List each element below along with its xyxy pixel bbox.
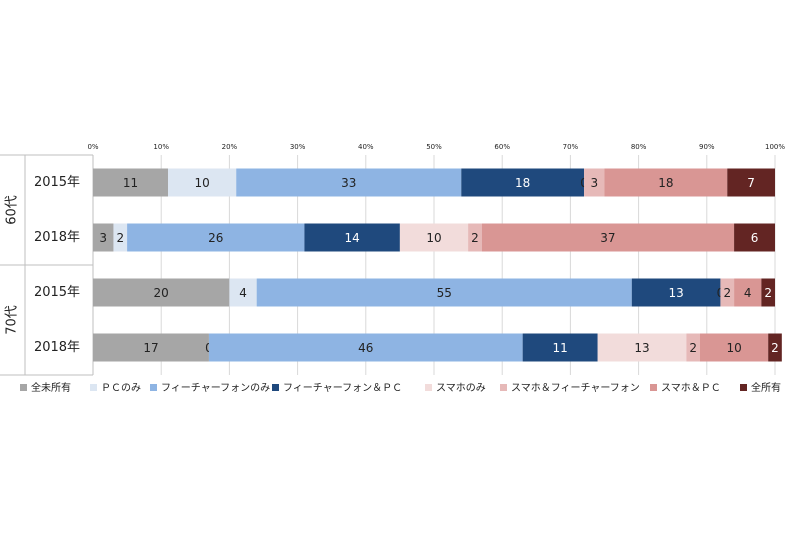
value-label: 11 — [123, 176, 138, 190]
value-label: 6 — [751, 231, 759, 245]
bar-segment — [127, 223, 305, 252]
bar-segment — [597, 333, 687, 362]
bar-segment — [93, 278, 230, 307]
value-label: 2 — [471, 231, 479, 245]
bar-segment — [734, 223, 775, 252]
bar-segment — [686, 333, 700, 362]
bar-segment — [720, 278, 735, 307]
value-label: 10 — [194, 176, 209, 190]
legend-label: スマホ＆ＰＣ — [661, 382, 721, 394]
legend-swatch — [20, 384, 27, 391]
x-tick-label: 100% — [765, 143, 785, 151]
bar-segment — [604, 168, 728, 197]
legend-swatch — [425, 384, 432, 391]
bar-segment — [93, 223, 114, 252]
bar-segment — [481, 223, 735, 252]
value-label: 10 — [426, 231, 441, 245]
legend-swatch — [90, 384, 97, 391]
legend-label: ＰＣのみ — [101, 383, 141, 394]
legend-label: 全所有 — [751, 381, 781, 394]
bar-segment — [93, 333, 209, 362]
bar-segment — [93, 168, 169, 197]
value-label: 11 — [553, 341, 568, 355]
bar-segment — [584, 168, 605, 197]
bar-segment — [168, 168, 237, 197]
bar-segment — [399, 223, 469, 252]
value-label: 17 — [143, 341, 158, 355]
value-label: 13 — [668, 286, 683, 300]
bar-segment — [113, 223, 128, 252]
value-label: 2 — [689, 341, 697, 355]
bar-segment — [734, 278, 762, 307]
x-tick-label: 20% — [222, 143, 238, 151]
bar-segment — [304, 223, 400, 252]
bar-segment — [768, 333, 782, 362]
value-label: 26 — [208, 231, 223, 245]
legend-swatch — [740, 384, 747, 391]
value-label: 4 — [239, 286, 247, 300]
legend-label: フィーチャーフォンのみ — [161, 382, 270, 394]
value-label: 3 — [99, 231, 107, 245]
bar-segment — [229, 278, 257, 307]
bar-segment — [727, 168, 775, 197]
x-tick-label: 30% — [290, 143, 306, 151]
x-tick-label: 90% — [699, 143, 715, 151]
value-label: 55 — [437, 286, 452, 300]
legend-label: スマホ＆フィーチャーフォン — [511, 382, 640, 394]
value-label: 3 — [590, 176, 598, 190]
value-label: 10 — [726, 341, 741, 355]
value-label: 18 — [515, 176, 530, 190]
legend-swatch — [150, 384, 157, 391]
legend-swatch — [272, 384, 279, 391]
group-label: 70代 — [5, 305, 20, 335]
legend-label: フィーチャーフォン＆ＰＣ — [283, 382, 402, 394]
y-tick-label: 2018年 — [34, 230, 80, 245]
legend-label: スマホのみ — [436, 382, 486, 394]
x-tick-label: 80% — [631, 143, 647, 151]
value-label: 18 — [658, 176, 673, 190]
y-tick-label: 2018年 — [34, 340, 80, 355]
value-label: 33 — [341, 176, 356, 190]
y-tick-label: 2015年 — [34, 285, 80, 300]
x-tick-label: 70% — [563, 143, 579, 151]
value-label: 4 — [744, 286, 752, 300]
value-label: 2 — [116, 231, 124, 245]
value-label: 13 — [634, 341, 649, 355]
value-label: 2 — [723, 286, 731, 300]
legend-swatch — [500, 384, 507, 391]
y-tick-label: 2015年 — [34, 175, 80, 190]
value-label: 20 — [154, 286, 169, 300]
legend-swatch — [650, 384, 657, 391]
bar-segment — [522, 333, 598, 362]
x-tick-label: 10% — [153, 143, 169, 151]
bar-segment — [699, 333, 769, 362]
bar-segment — [468, 223, 482, 252]
bar-segment — [236, 168, 462, 197]
bar-segment — [208, 333, 523, 362]
x-tick-label: 50% — [426, 143, 442, 151]
group-label: 60代 — [5, 195, 20, 225]
value-label: 46 — [358, 341, 373, 355]
x-tick-label: 40% — [358, 143, 374, 151]
bar-segment — [631, 278, 721, 307]
bar-segment — [256, 278, 632, 307]
value-label: 7 — [747, 176, 755, 190]
value-label: 2 — [764, 286, 772, 300]
value-label: 2 — [771, 341, 779, 355]
legend-label: 全未所有 — [31, 381, 71, 394]
value-label: 37 — [600, 231, 615, 245]
x-tick-label: 60% — [494, 143, 510, 151]
x-tick-label: 0% — [87, 143, 98, 151]
bar-segment — [461, 168, 585, 197]
bar-segment — [761, 278, 775, 307]
value-label: 14 — [345, 231, 360, 245]
